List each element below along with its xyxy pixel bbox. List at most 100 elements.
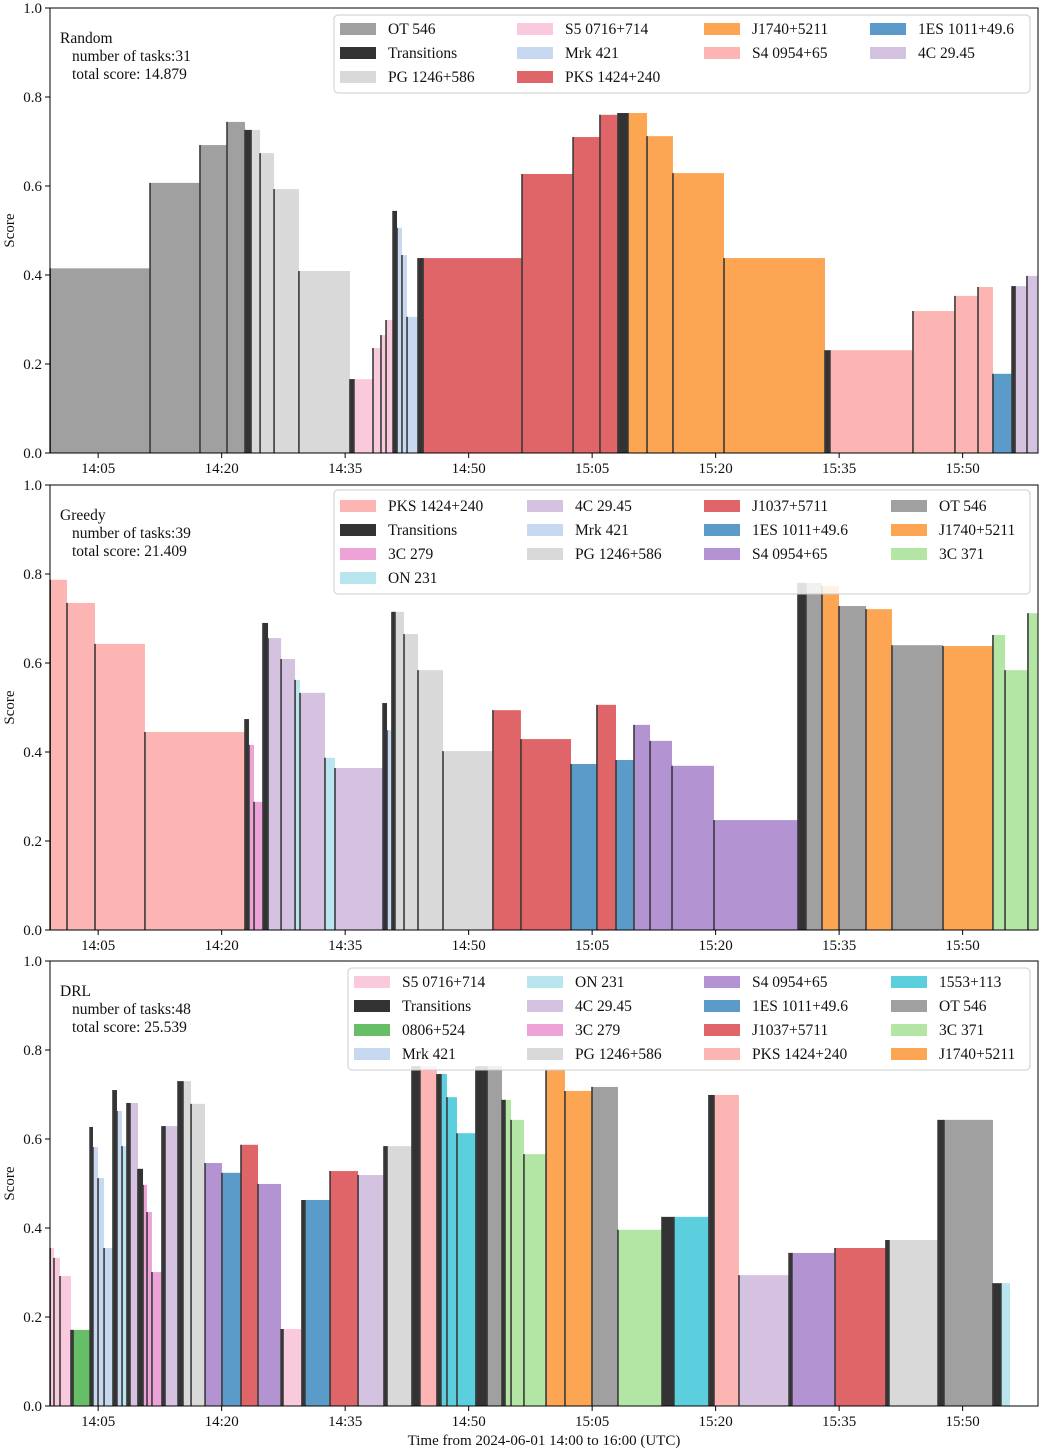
legend-label: J1740+5211: [939, 1046, 1015, 1063]
task-bar: [1000, 1283, 1010, 1406]
task-bar: [67, 602, 96, 930]
legend-label: OT 546: [939, 998, 987, 1015]
legend-label: 4C 29.45: [575, 998, 632, 1015]
legend-swatch: [517, 47, 553, 59]
task-bar: [98, 1178, 105, 1406]
task-bar: [440, 1074, 447, 1406]
legend-label: J1037+5711: [752, 1022, 828, 1039]
x-tick-label: 14:20: [205, 938, 239, 954]
task-bar: [1015, 286, 1027, 453]
x-tick-label: 14:35: [328, 461, 362, 477]
task-bar: [199, 145, 228, 453]
legend-swatch: [891, 524, 927, 536]
task-bar: [150, 182, 200, 453]
task-bar: [335, 768, 384, 930]
y-tick-label: 1.0: [23, 478, 42, 494]
y-tick-label: 0.8: [23, 90, 42, 106]
legend-label: 0806+524: [402, 1022, 465, 1039]
x-tick-label: 14:20: [205, 1414, 239, 1430]
legend-label: PKS 1424+240: [388, 498, 484, 515]
task-bar: [281, 658, 296, 930]
panel-title: Greedy: [60, 507, 106, 524]
y-tick-label: 0.0: [23, 446, 42, 462]
legend-swatch: [704, 500, 740, 512]
task-bar: [324, 757, 336, 930]
task-bar: [394, 611, 405, 930]
task-bar: [596, 704, 617, 930]
task-bar: [492, 710, 521, 930]
legend-label: 3C 279: [575, 1022, 620, 1039]
legend-label: S4 0954+65: [752, 974, 828, 991]
transition-bar: [501, 1099, 506, 1406]
legend-label: Transitions: [388, 522, 457, 539]
task-bar: [73, 1329, 91, 1406]
legend-label: Mrk 421: [402, 1046, 456, 1063]
x-tick-label: 14:35: [328, 1414, 362, 1430]
legend-swatch: [704, 23, 740, 35]
task-bar: [241, 1144, 259, 1406]
task-bar: [954, 295, 978, 453]
legend-label: PG 1246+586: [575, 546, 662, 563]
transition-bar: [301, 1199, 305, 1406]
task-bar: [520, 739, 572, 930]
task-bar: [505, 1099, 512, 1406]
task-bar: [791, 1252, 836, 1406]
task-bar: [523, 1154, 547, 1406]
task-bar: [50, 1248, 54, 1406]
legend-swatch: [517, 23, 553, 35]
legend-swatch: [704, 1024, 740, 1036]
legend-label: 4C 29.45: [575, 498, 632, 515]
legend: PKS 1424+240 Transitions 3C 279 ON 231 4C 29…: [333, 489, 1031, 595]
legend-label: S4 0954+65: [752, 45, 828, 62]
task-bar: [418, 670, 443, 930]
task-bar: [1027, 613, 1038, 930]
legend-label: ON 231: [575, 974, 625, 991]
legend-label: 3C 371: [939, 546, 984, 563]
transition-bar: [244, 129, 252, 453]
transition-bar: [391, 611, 395, 930]
panel-drl: 0.0 0.2 0.4 0.6 0.8 1.0 14:05 14:20 14:35 14:50 15…: [2, 954, 1039, 1430]
task-bar: [672, 765, 714, 930]
task-bar: [53, 1257, 61, 1406]
legend-swatch: [891, 548, 927, 560]
legend-swatch: [527, 524, 563, 536]
legend-label: J1037+5711: [752, 498, 828, 515]
task-bar: [95, 643, 145, 930]
task-bar: [672, 173, 725, 453]
task-bar: [1005, 670, 1028, 930]
transition-bar: [383, 703, 388, 930]
transition-bar: [70, 1329, 74, 1406]
task-bar: [386, 319, 394, 453]
task-bar: [805, 582, 822, 930]
task-bar: [407, 316, 419, 453]
transition-bar: [1012, 286, 1016, 453]
task-bar: [977, 287, 993, 453]
legend-label: 3C 371: [939, 1022, 984, 1039]
task-bar: [423, 258, 523, 453]
transition-bar: [178, 1081, 183, 1406]
task-bar: [599, 114, 618, 454]
x-tick-label: 15:50: [946, 938, 980, 954]
transition-bar: [885, 1240, 889, 1406]
task-bar: [330, 1171, 359, 1406]
legend-swatch: [527, 1000, 563, 1012]
legend-swatch: [340, 572, 376, 584]
transition-bar: [126, 1102, 130, 1406]
legend-swatch: [340, 23, 376, 35]
legend-label: 1ES 1011+49.6: [918, 21, 1014, 38]
task-bar: [571, 764, 597, 930]
x-tick-label: 15:20: [699, 938, 733, 954]
legend-swatch: [340, 500, 376, 512]
task-bar: [647, 136, 673, 453]
task-bar: [617, 1229, 662, 1406]
legend-box: [333, 14, 1031, 94]
legend-swatch: [870, 23, 906, 35]
task-bar: [943, 646, 993, 930]
task-bar: [992, 373, 1013, 453]
legend-label: Mrk 421: [575, 522, 629, 539]
legend-label: OT 546: [388, 21, 436, 38]
task-bar: [713, 1094, 739, 1406]
x-tick-label: 15:50: [946, 461, 980, 477]
task-bar: [627, 113, 648, 454]
y-tick-label: 0.0: [23, 923, 42, 939]
